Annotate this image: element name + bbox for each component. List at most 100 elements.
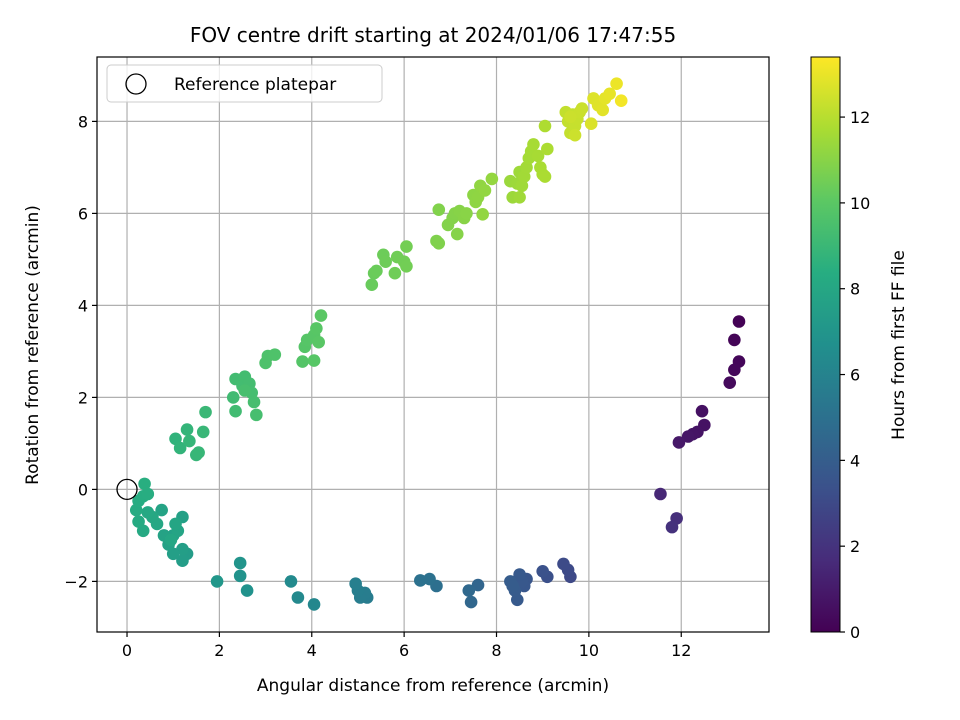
data-point (370, 264, 383, 278)
data-point (192, 446, 205, 459)
legend-box (106, 64, 383, 103)
data-point (610, 77, 623, 90)
data-point (400, 240, 413, 253)
y-axis-label: Rotation from reference (arcmin) (23, 205, 43, 485)
data-point (164, 533, 178, 547)
data-point (695, 404, 709, 418)
data-point (536, 564, 549, 578)
data-point (728, 333, 741, 347)
y-tick-label: 4 (78, 296, 88, 315)
data-point (728, 363, 741, 377)
data-point (268, 348, 282, 361)
data-point (291, 591, 305, 604)
data-point (732, 315, 746, 328)
data-point (413, 574, 427, 587)
colorbar-tick-label: 8 (850, 280, 860, 299)
data-point (250, 408, 263, 422)
colorbar-tick-label: 12 (850, 108, 870, 127)
data-point (169, 517, 182, 531)
data-point (349, 577, 362, 590)
data-point (471, 578, 485, 592)
data-point (310, 322, 323, 335)
y-tick-label: 2 (78, 388, 88, 407)
data-points (116, 77, 746, 611)
plot-frame (96, 56, 770, 633)
data-point (527, 138, 540, 151)
data-point (513, 568, 526, 581)
data-point (141, 506, 155, 519)
x-tick-label: 10 (579, 641, 599, 660)
legend-entry-label: Reference platepar (174, 75, 336, 95)
data-point (196, 425, 210, 439)
colorbar-tick-label: 0 (850, 623, 860, 642)
x-tick-label: 2 (214, 641, 224, 660)
data-point (460, 207, 473, 220)
chart-title: FOV centre drift starting at 2024/01/06 … (190, 23, 676, 47)
data-point (654, 487, 667, 501)
colorbar-tick-label: 4 (850, 451, 860, 470)
data-point (365, 278, 379, 292)
data-point (210, 575, 224, 588)
data-point (538, 119, 552, 133)
x-tick-label: 8 (491, 641, 501, 660)
data-point (681, 430, 695, 443)
x-tick-label: 12 (671, 641, 691, 660)
data-point (506, 579, 519, 593)
data-point (478, 184, 492, 197)
data-point (229, 404, 242, 418)
y-tick-label: 8 (78, 112, 88, 131)
data-point (603, 87, 616, 101)
legend-marker (125, 73, 147, 95)
x-axis-ticks: 0 2 4 6 8 10 12 (122, 632, 691, 660)
legend: Reference platepar (106, 64, 383, 103)
data-point (240, 584, 254, 597)
data-point (183, 434, 196, 448)
x-axis-label: Angular distance from reference (arcmin) (257, 676, 609, 696)
y-axis-ticks: −2 0 2 4 6 8 (64, 112, 97, 591)
x-tick-label: 0 (122, 641, 132, 660)
grid-lines (97, 57, 769, 632)
data-point (247, 395, 261, 409)
reference-platepar-marker (116, 478, 138, 501)
x-tick-label: 4 (307, 641, 317, 660)
data-point (312, 335, 325, 349)
data-point (672, 436, 686, 449)
data-point (450, 227, 464, 241)
data-point (541, 142, 554, 156)
data-point (388, 266, 402, 280)
data-point (284, 575, 298, 588)
data-point (462, 584, 476, 597)
data-point (538, 170, 552, 183)
colorbar-ticks: 0 2 4 6 8 10 12 (840, 108, 870, 642)
colorbar-tick-label: 2 (850, 537, 860, 556)
data-point (173, 441, 187, 455)
data-point (307, 598, 321, 611)
data-point (238, 384, 252, 397)
data-point (596, 103, 610, 117)
data-point (314, 309, 328, 322)
data-point (141, 487, 155, 501)
data-point (199, 405, 212, 419)
y-tick-label: 0 (78, 480, 88, 499)
y-tick-label: −2 (64, 572, 88, 591)
data-point (176, 554, 189, 567)
data-point (233, 556, 247, 570)
data-point (132, 515, 145, 528)
data-point (233, 569, 247, 583)
colorbar (810, 56, 841, 633)
data-point (180, 423, 194, 436)
data-point (307, 354, 321, 367)
data-point (476, 208, 489, 221)
data-point (513, 191, 526, 204)
colorbar-tick-label: 10 (850, 194, 870, 213)
data-point (584, 117, 598, 130)
data-point (400, 260, 413, 273)
colorbar-tick-label: 6 (850, 366, 860, 385)
data-point (557, 557, 570, 571)
data-point (575, 102, 589, 115)
data-point (614, 94, 628, 107)
data-point (155, 503, 168, 517)
y-tick-label: 6 (78, 204, 88, 223)
